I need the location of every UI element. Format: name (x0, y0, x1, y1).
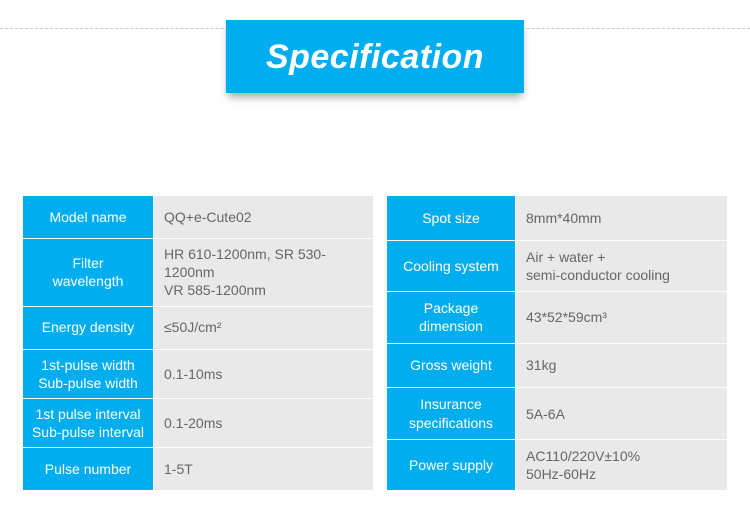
spec-value: Air + water +semi-conductor cooling (516, 241, 727, 291)
spec-label: Spot size (387, 196, 515, 240)
table-row: Power supplyAC110/220V±10%50Hz-60Hz (387, 440, 727, 490)
spec-label: Pulse number (23, 448, 153, 490)
spec-value: ≤50J/cm² (154, 307, 373, 349)
spec-label: Packagedimension (387, 292, 515, 342)
spec-value: QQ+e-Cute02 (154, 196, 373, 238)
spec-value: 0.1-10ms (154, 350, 373, 398)
spec-label: Insurancespecifications (387, 388, 515, 438)
spec-value: 1-5T (154, 448, 373, 490)
page-title: Specification (226, 20, 524, 93)
spec-table-left: Model nameQQ+e-Cute02FilterwavelengthHR … (22, 195, 374, 491)
table-row: Gross weight31kg (387, 344, 727, 388)
spec-label: Cooling system (387, 241, 515, 291)
spec-value: 31kg (516, 344, 727, 388)
spec-label: Model name (23, 196, 153, 238)
spec-tables: Model nameQQ+e-Cute02FilterwavelengthHR … (22, 195, 728, 491)
spec-value: 43*52*59cm³ (516, 292, 727, 342)
table-row: Pulse number1-5T (23, 448, 373, 490)
table-row: Packagedimension43*52*59cm³ (387, 292, 727, 342)
table-row: 1st pulse intervalSub-pulse interval0.1-… (23, 399, 373, 447)
spec-value: 8mm*40mm (516, 196, 727, 240)
spec-value: 5A-6A (516, 388, 727, 438)
table-row: 1st-pulse widthSub-pulse width0.1-10ms (23, 350, 373, 398)
spec-label: Energy density (23, 307, 153, 349)
table-row: Cooling systemAir + water +semi-conducto… (387, 241, 727, 291)
table-row: Energy density≤50J/cm² (23, 307, 373, 349)
spec-label: Power supply (387, 440, 515, 490)
table-row: Insurancespecifications5A-6A (387, 388, 727, 438)
table-row: Spot size8mm*40mm (387, 196, 727, 240)
spec-value: HR 610-1200nm, SR 530-1200nmVR 585-1200n… (154, 239, 373, 306)
spec-table-right: Spot size8mm*40mmCooling systemAir + wat… (386, 195, 728, 491)
spec-label: 1st pulse intervalSub-pulse interval (23, 399, 153, 447)
table-row: FilterwavelengthHR 610-1200nm, SR 530-12… (23, 239, 373, 306)
table-row: Model nameQQ+e-Cute02 (23, 196, 373, 238)
spec-value: 0.1-20ms (154, 399, 373, 447)
spec-label: 1st-pulse widthSub-pulse width (23, 350, 153, 398)
spec-label: Gross weight (387, 344, 515, 388)
spec-label: Filterwavelength (23, 239, 153, 306)
spec-value: AC110/220V±10%50Hz-60Hz (516, 440, 727, 490)
